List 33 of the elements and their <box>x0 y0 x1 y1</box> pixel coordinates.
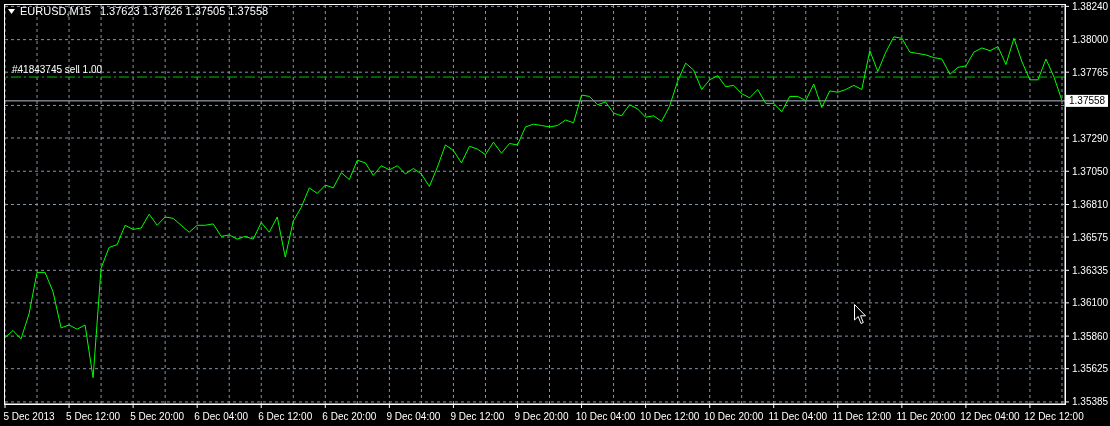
x-tick-label: 11 Dec 20:00 <box>896 410 956 422</box>
x-tick-label: 6 Dec 12:00 <box>258 410 313 422</box>
y-tick-label: 1.35860 <box>1072 330 1109 342</box>
y-tick-label: 1.38240 <box>1072 0 1109 12</box>
x-tick-label: 10 Dec 20:00 <box>703 410 764 422</box>
y-tick-label: 1.38000 <box>1072 34 1109 46</box>
y-tick-label: 1.36335 <box>1072 264 1109 276</box>
x-tick-label: 10 Dec 12:00 <box>639 410 700 422</box>
y-tick-label: 1.37290 <box>1072 132 1109 144</box>
x-tick-label: 9 Dec 20:00 <box>514 410 569 422</box>
chart-title: EURUSD,M15 <box>20 5 91 18</box>
chart-subtitle: 1.37623 1.37626 1.37505 1.37558 <box>99 5 269 18</box>
ref-line-label: 1.37558 <box>1069 95 1106 107</box>
y-tick-label: 1.37765 <box>1072 66 1109 78</box>
x-tick-label: 12 Dec 12:00 <box>1024 410 1085 422</box>
y-tick-label: 1.36100 <box>1072 297 1109 309</box>
x-tick-label: 5 Dec 12:00 <box>66 410 121 422</box>
y-tick-label: 1.36810 <box>1072 199 1109 210</box>
y-tick-label: 1.35385 <box>1072 396 1109 408</box>
x-tick-label: 10 Dec 04:00 <box>575 410 636 422</box>
x-tick-label: 11 Dec 04:00 <box>768 410 828 422</box>
y-tick-label: 1.35625 <box>1072 363 1109 375</box>
x-tick-label: 6 Dec 20:00 <box>322 410 377 422</box>
x-tick-label: 9 Dec 12:00 <box>450 410 505 422</box>
x-tick-label: 5 Dec 20:00 <box>130 410 185 422</box>
x-tick-label: 12 Dec 04:00 <box>960 410 1021 422</box>
y-tick-label: 1.36575 <box>1072 231 1109 243</box>
y-tick-label: 1.37050 <box>1072 165 1109 177</box>
ref-line-label: #41843745 sell 1.00 <box>12 64 103 76</box>
x-tick-label: 6 Dec 04:00 <box>194 410 249 422</box>
x-tick-label: 11 Dec 12:00 <box>832 410 892 422</box>
x-tick-label: 9 Dec 04:00 <box>386 410 441 422</box>
x-tick-label: 5 Dec 2013 <box>3 410 56 422</box>
